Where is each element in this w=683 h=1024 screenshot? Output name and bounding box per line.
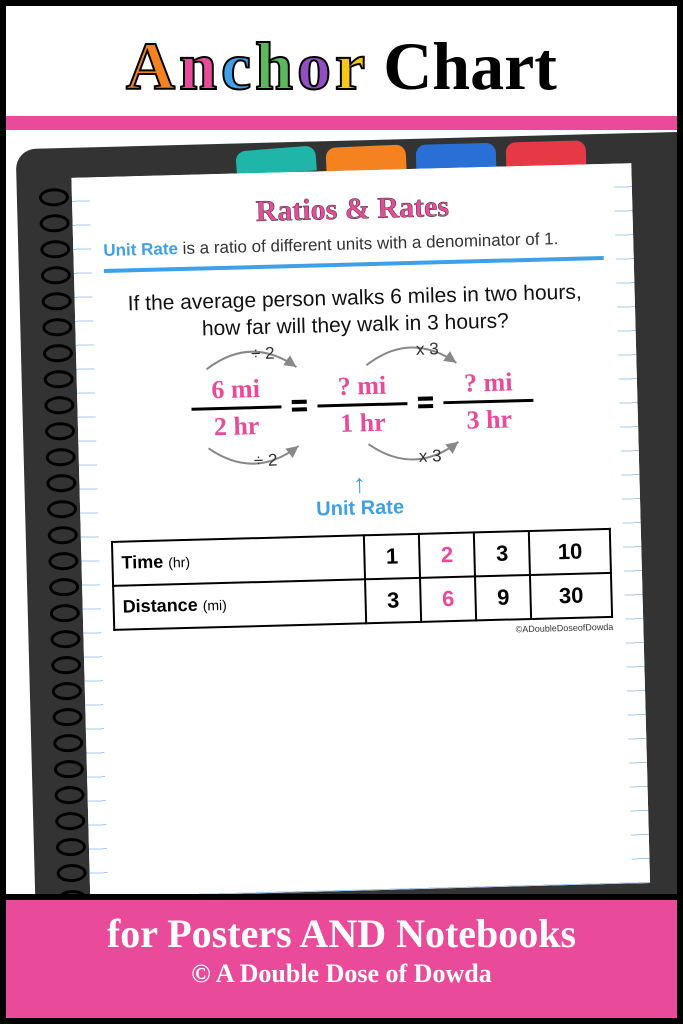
anchor-letter: A	[126, 27, 175, 106]
equals-sign: =	[291, 390, 308, 422]
anchor-letter: c	[221, 27, 251, 106]
unit-rate-pointer: ↑ Unit Rate	[109, 461, 610, 526]
notebook-area: Ratios & Rates Unit Rate is a ratio of d…	[6, 130, 677, 900]
anchor-letter: h	[255, 27, 293, 106]
table-cell: 3	[474, 531, 530, 576]
table-row-label: Time (hr)	[112, 535, 365, 586]
footer-main-text: for Posters AND Notebooks	[6, 900, 677, 957]
anchor-letter: n	[179, 27, 217, 106]
fraction-numerator: ? mi	[458, 365, 519, 401]
unit-rate-label: Unit Rate	[316, 496, 404, 520]
fraction-2: ? mi 1 hr	[317, 368, 409, 441]
arc-top-right	[356, 334, 467, 367]
op-label: x 3	[419, 446, 442, 467]
notebook-tab	[506, 140, 587, 167]
anchor-letter: o	[297, 27, 331, 106]
footer-sub-text: © A Double Dose of Dowda	[6, 959, 677, 989]
table-row-label: Distance (mi)	[113, 579, 366, 630]
page-title: Ratios & Rates	[102, 186, 603, 233]
fraction-numerator: ? mi	[331, 368, 392, 404]
op-label: ÷ 2	[251, 343, 275, 364]
fraction-3: ? mi 3 hr	[443, 364, 535, 437]
table-cell: 10	[529, 528, 611, 574]
op-label: ÷ 2	[254, 450, 278, 471]
anchor-letter: r	[335, 27, 365, 106]
equals-sign: =	[417, 387, 434, 419]
pink-divider-bar	[6, 116, 677, 130]
footer: for Posters AND Notebooks © A Double Dos…	[6, 894, 677, 1018]
question-text: If the average person walks 6 miles in t…	[104, 278, 605, 346]
op-label: x 3	[416, 339, 439, 360]
table-cell: 2	[419, 532, 475, 577]
notebook-page: Ratios & Rates Unit Rate is a ratio of d…	[71, 163, 650, 897]
table-cell: 1	[364, 533, 420, 578]
definition-body: is a ratio of different units with a den…	[178, 229, 559, 258]
fraction-1: 6 mi 2 hr	[190, 371, 282, 444]
header: AnchorChart	[6, 6, 677, 116]
fraction-numerator: 6 mi	[205, 371, 266, 407]
equation-row: ÷ 2 x 3 ÷ 2 x 3 6 mi 2 hr = ? mi 1 hr	[107, 363, 609, 447]
fraction-denominator: 1 hr	[334, 405, 392, 440]
fraction-denominator: 3 hr	[460, 402, 518, 437]
table-cell: 3	[365, 577, 421, 622]
notebook-tab	[416, 143, 497, 170]
chart-word: Chart	[383, 27, 557, 106]
data-table: Time (hr)12310Distance (mi)36930	[111, 527, 613, 630]
definition-term: Unit Rate	[103, 239, 178, 260]
definition-text: Unit Rate is a ratio of different units …	[103, 228, 603, 261]
notebook: Ratios & Rates Unit Rate is a ratio of d…	[16, 131, 677, 900]
page-content: Ratios & Rates Unit Rate is a ratio of d…	[90, 176, 632, 885]
table-cell: 30	[530, 572, 612, 618]
fraction-denominator: 2 hr	[207, 408, 265, 443]
table-cell: 6	[420, 576, 476, 621]
table-cell: 9	[475, 575, 531, 620]
